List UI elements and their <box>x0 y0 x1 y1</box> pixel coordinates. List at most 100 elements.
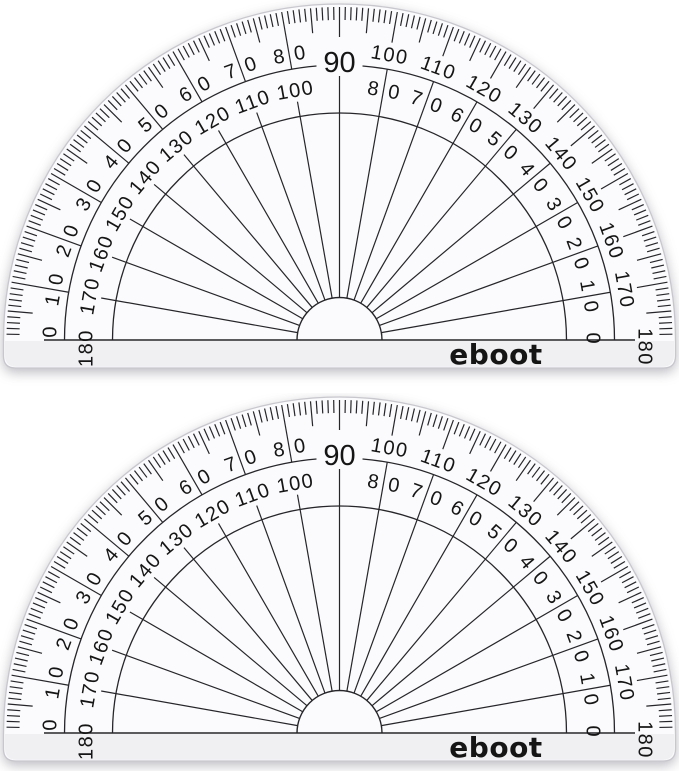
tick-mark <box>377 9 381 23</box>
tick-mark <box>30 214 44 221</box>
tick-mark <box>95 505 106 516</box>
tick-mark <box>252 411 261 436</box>
tick-mark <box>134 470 143 482</box>
tick-mark <box>304 401 307 415</box>
tick-mark <box>162 450 171 462</box>
tick-mark <box>47 571 60 579</box>
tick-mark <box>91 116 103 127</box>
tick-mark <box>321 400 324 414</box>
degree-line <box>623 225 653 238</box>
inner-scale-arc <box>111 505 568 734</box>
tick-mark <box>17 253 43 261</box>
degree-label-inner: 8 <box>366 470 381 494</box>
tick-mark <box>453 28 460 42</box>
tick-mark <box>138 73 148 85</box>
tick-mark <box>203 428 210 441</box>
tick-mark <box>624 581 637 589</box>
tick-mark <box>651 264 665 269</box>
tick-mark <box>443 417 449 431</box>
tick-mark <box>107 100 118 111</box>
tick-mark <box>626 586 640 594</box>
tick-mark <box>315 400 318 414</box>
tick-mark <box>192 433 200 446</box>
scale-arcs <box>63 65 616 341</box>
tick-mark <box>192 40 200 53</box>
tick-mark <box>515 66 531 89</box>
degree-line <box>366 521 517 701</box>
tick-mark <box>645 635 659 641</box>
tick-mark <box>12 275 26 280</box>
tick-mark <box>618 591 642 604</box>
tick-mark <box>569 108 580 119</box>
tick-mark <box>580 121 592 131</box>
tick-mark <box>556 497 576 516</box>
bottom-strip-shade <box>5 341 674 367</box>
tick-mark <box>646 703 672 707</box>
degree-line <box>50 565 102 597</box>
tick-mark <box>69 143 81 153</box>
tick-mark <box>45 576 58 584</box>
tick-mark <box>517 63 527 76</box>
tick-mark <box>264 408 269 422</box>
tick-mark <box>652 270 666 275</box>
tick-mark <box>134 77 143 89</box>
tick-mark <box>63 153 75 162</box>
degree-line <box>225 419 247 475</box>
tick-mark <box>292 10 296 24</box>
degree-line <box>442 26 454 57</box>
tick-mark <box>536 470 545 482</box>
tick-mark <box>646 247 660 253</box>
tick-mark <box>230 417 236 431</box>
degree-line <box>570 518 595 540</box>
tick-mark <box>427 412 432 426</box>
degree-line <box>353 81 435 301</box>
tick-mark <box>32 602 46 609</box>
tick-mark <box>658 709 672 712</box>
tick-mark <box>7 709 21 712</box>
degree-label-inner: 1 <box>575 278 599 293</box>
tick-mark <box>28 220 41 226</box>
tick-mark <box>107 493 118 504</box>
tick-mark <box>469 37 481 62</box>
degree-line <box>256 505 326 694</box>
tick-mark <box>405 14 410 28</box>
tick-mark <box>37 198 61 211</box>
tick-mark <box>463 33 471 46</box>
tick-mark <box>6 714 20 717</box>
tick-mark <box>53 560 66 569</box>
tick-mark <box>187 436 195 449</box>
tick-mark <box>405 407 410 421</box>
tick-mark <box>458 424 465 437</box>
degree-label-outer: 1 <box>41 686 65 701</box>
degree-line <box>296 494 333 692</box>
tick-mark <box>561 100 572 111</box>
tick-mark <box>418 18 427 43</box>
degree-line <box>600 172 629 190</box>
tick-mark <box>252 18 261 43</box>
tick-mark <box>63 546 75 555</box>
tick-mark <box>167 54 176 67</box>
tick-mark <box>513 453 522 465</box>
tick-mark <box>19 247 33 253</box>
tick-mark <box>9 293 23 297</box>
tick-mark <box>527 463 536 475</box>
tick-mark <box>76 134 88 144</box>
tick-mark <box>463 426 471 439</box>
tick-mark <box>286 404 291 418</box>
tick-mark <box>636 253 662 261</box>
tick-mark <box>298 402 302 416</box>
degree-line <box>379 638 599 720</box>
tick-mark <box>16 651 30 657</box>
tick-mark <box>494 441 502 454</box>
tick-mark <box>587 129 599 140</box>
degree-line <box>153 183 308 314</box>
tick-mark <box>129 473 139 485</box>
degree-line <box>570 125 595 147</box>
degree-line <box>489 51 507 79</box>
degree-lines <box>11 400 668 727</box>
tick-mark <box>7 703 33 707</box>
tick-mark <box>236 23 242 36</box>
degree-label-outer: 1 <box>41 293 65 308</box>
degree-line <box>172 51 203 103</box>
tick-mark <box>469 35 476 48</box>
